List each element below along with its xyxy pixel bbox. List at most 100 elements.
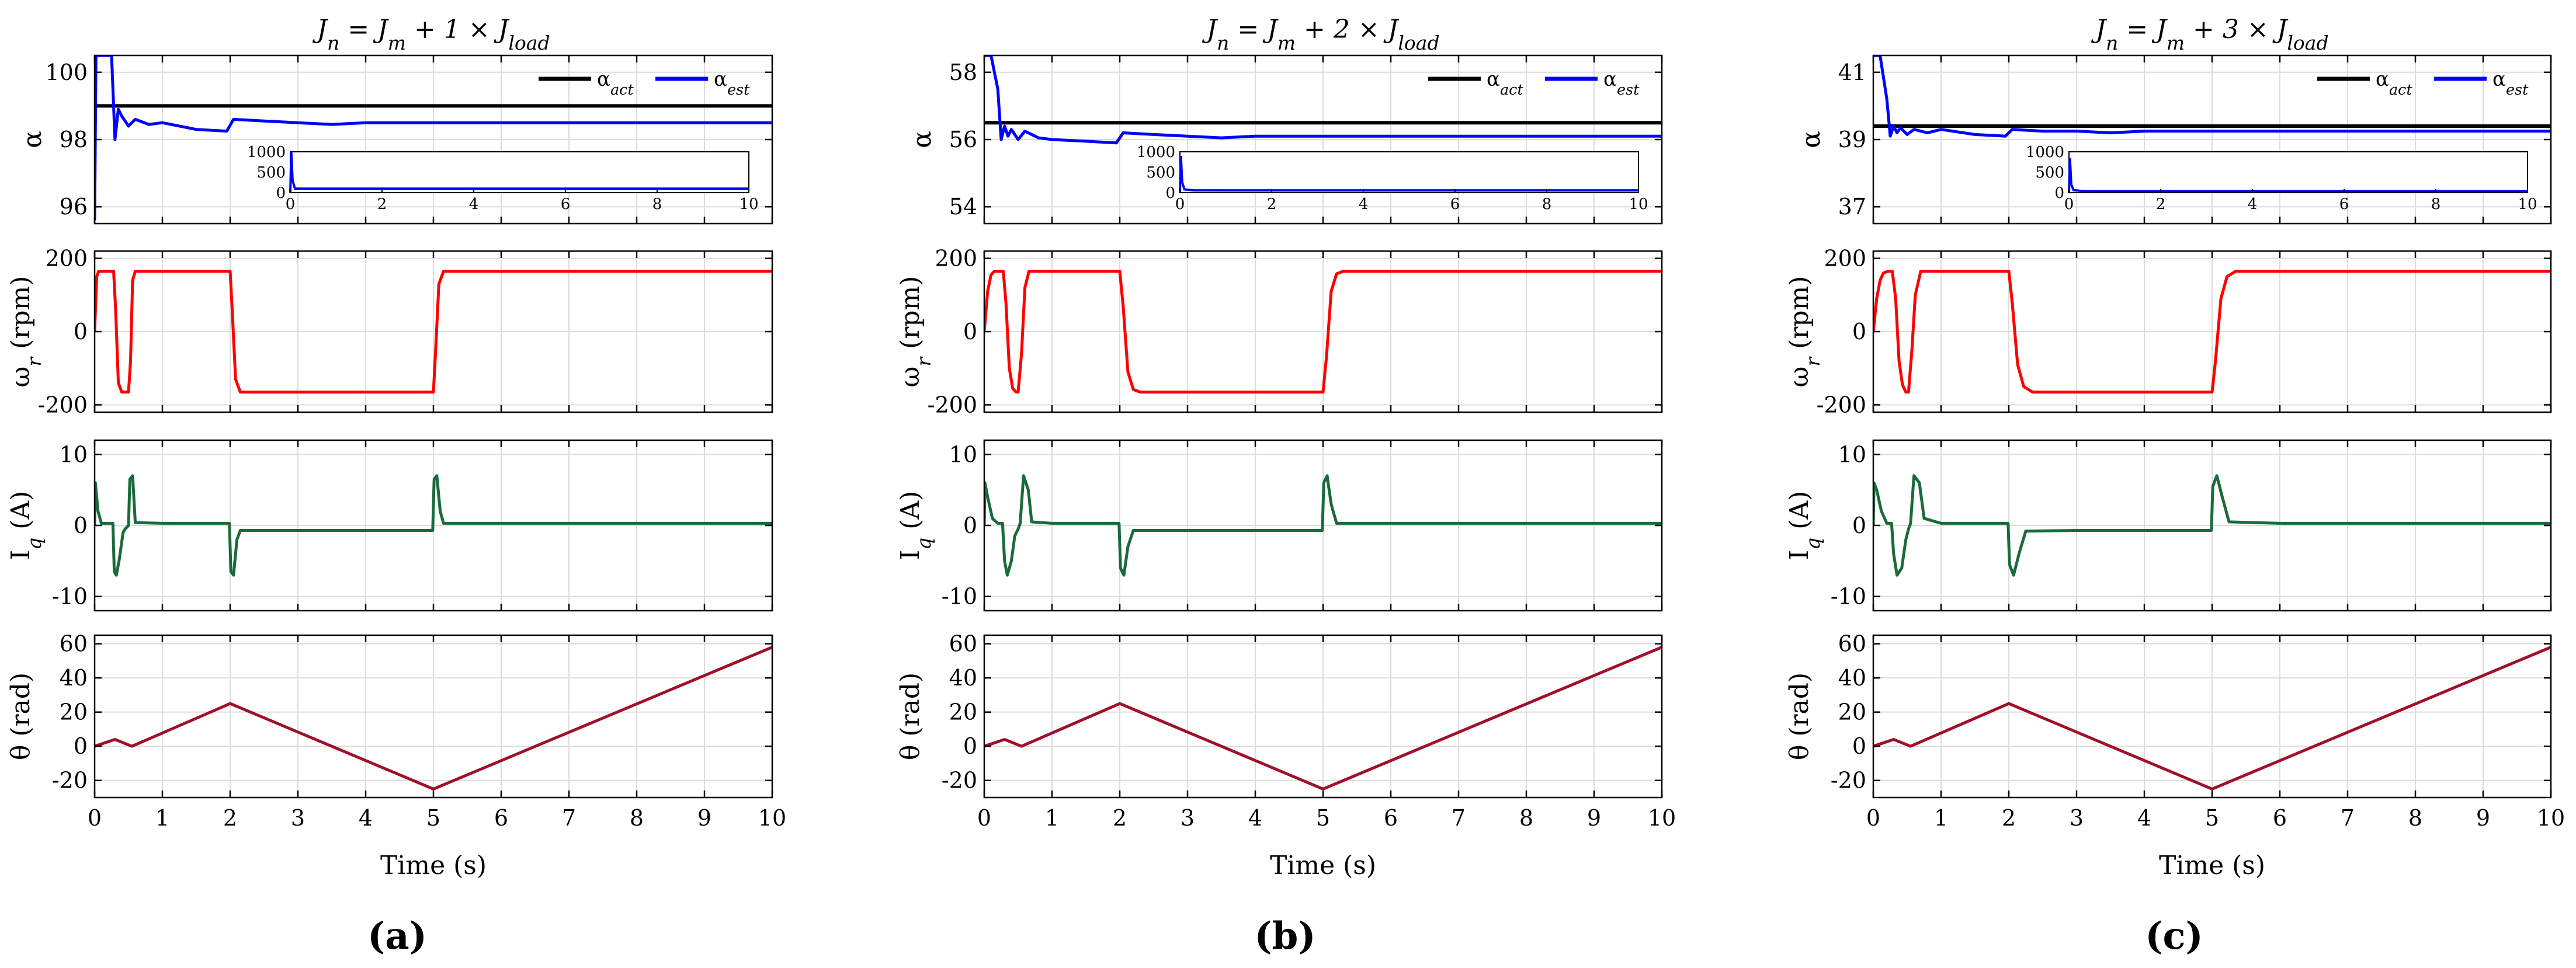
inset-tick-label-y: 0 [2054, 184, 2064, 202]
axis-label-y: ωr (rpm) [1785, 276, 1824, 388]
tick-label-x: 7 [1452, 805, 1466, 831]
series-alpha-est [95, 55, 772, 221]
tick-label-y: 0 [963, 513, 977, 538]
inset-frame [1179, 151, 1639, 193]
tick-label-x: 9 [697, 805, 711, 831]
axis-label-y: ωr (rpm) [895, 276, 935, 388]
inset-tick-label-y: 500 [256, 164, 286, 182]
tick-label-x: 8 [2408, 805, 2422, 831]
inset-tick-label-x: 6 [1450, 196, 1460, 213]
subplot-current: -10 0 10 Iq (A) [895, 439, 1663, 612]
chart-title: Jn = Jm + 1 × Jload [312, 15, 550, 54]
axis-label-y: θ (rad) [6, 673, 36, 760]
inset-tick-label-y: 500 [1146, 164, 1175, 182]
legend-label-act: αact [2376, 68, 2412, 99]
axis-label-y: Iq (A) [6, 491, 46, 560]
tick-label-y: 0 [1852, 513, 1866, 538]
inset-tick-label-x: 6 [2339, 196, 2349, 213]
tick-label-y: -200 [38, 392, 88, 417]
series-position [984, 646, 1662, 791]
inset-tick-label-x: 8 [652, 196, 662, 213]
tick-label-y: 98 [60, 127, 88, 152]
tick-label-y: -10 [52, 584, 88, 610]
tick-label-x: 2 [223, 805, 237, 831]
tick-label-y: 40 [1838, 665, 1866, 691]
inset-tick-label-y: 500 [2035, 164, 2064, 182]
inset-tick-label-x: 2 [377, 196, 387, 213]
tick-label-x: 6 [2273, 805, 2287, 831]
tick-label-y: 39 [1838, 127, 1866, 152]
tick-label-y: -10 [942, 584, 977, 610]
tick-label-x: 9 [1587, 805, 1601, 831]
tick-label-y: 56 [949, 127, 977, 152]
inset-tick-label-x: 8 [1542, 196, 1552, 213]
tick-label-y: 10 [949, 441, 977, 467]
tick-label-y: -20 [1831, 768, 1866, 793]
tick-label-x: 3 [1181, 805, 1195, 831]
tick-label-x: 5 [2205, 805, 2219, 831]
axis-label-y: α [1796, 131, 1826, 148]
tick-label-y: 200 [1824, 246, 1866, 271]
chart-title: Jn = Jm + 3 × Jload [2091, 15, 2328, 54]
inset-tick-label-x: 0 [1175, 196, 1185, 213]
inset-tick-label-x: 6 [561, 196, 571, 213]
tick-label-y: 0 [74, 319, 88, 344]
axis-label-y: Iq (A) [1785, 491, 1824, 560]
tick-label-x: 3 [2070, 805, 2084, 831]
tick-label-x: 0 [88, 805, 102, 831]
inset-tick-label-y: 1000 [2026, 144, 2064, 161]
inset-series-est [289, 151, 749, 193]
legend-label-act: αact [597, 68, 634, 99]
tick-label-x: 1 [1934, 805, 1948, 831]
axis-label-y: Iq (A) [895, 491, 935, 560]
series-current [1873, 474, 2551, 577]
tick-label-x: 4 [2137, 805, 2151, 831]
tick-label-y: 10 [1838, 441, 1866, 467]
inset-tick-label-x: 10 [2518, 196, 2537, 213]
tick-label-x: 7 [562, 805, 576, 831]
tick-label-x: 8 [630, 805, 644, 831]
tick-label-x: 2 [1113, 805, 1127, 831]
tick-label-y: 0 [74, 733, 88, 759]
panel-label: (a) [367, 914, 427, 958]
inset-tick-label-x: 4 [469, 196, 479, 213]
tick-label-y: 20 [1838, 699, 1866, 725]
tick-label-x: 6 [494, 805, 508, 831]
tick-label-y: -20 [942, 768, 977, 793]
axis-label-x: Time (s) [1270, 851, 1376, 880]
inset-tick-label-x: 8 [2431, 196, 2441, 213]
inset-tick-label-y: 1000 [1137, 144, 1175, 161]
tick-label-x: 5 [1316, 805, 1330, 831]
axis-label-x: Time (s) [380, 851, 487, 880]
tick-label-y: 60 [60, 631, 88, 657]
tick-label-x: 10 [1648, 805, 1676, 831]
inset-frame [290, 151, 749, 193]
series-current [95, 474, 772, 577]
tick-label-y: 200 [45, 246, 88, 271]
tick-label-y: -10 [1831, 584, 1866, 610]
tick-label-y: -200 [928, 392, 977, 417]
tick-label-y: 100 [45, 60, 88, 85]
tick-label-y: 0 [963, 733, 977, 759]
panel-label: (c) [2145, 914, 2203, 958]
subplot-current: -10 0 10 Iq (A) [6, 439, 773, 612]
tick-label-y: 0 [963, 319, 977, 344]
inset-tick-label-y: 0 [1165, 184, 1175, 202]
tick-label-x: 5 [426, 805, 440, 831]
axis-label-y: θ (rad) [895, 673, 925, 760]
tick-label-y: 40 [60, 665, 88, 691]
axis-label-y: θ (rad) [1785, 673, 1814, 760]
tick-label-x: 1 [155, 805, 169, 831]
